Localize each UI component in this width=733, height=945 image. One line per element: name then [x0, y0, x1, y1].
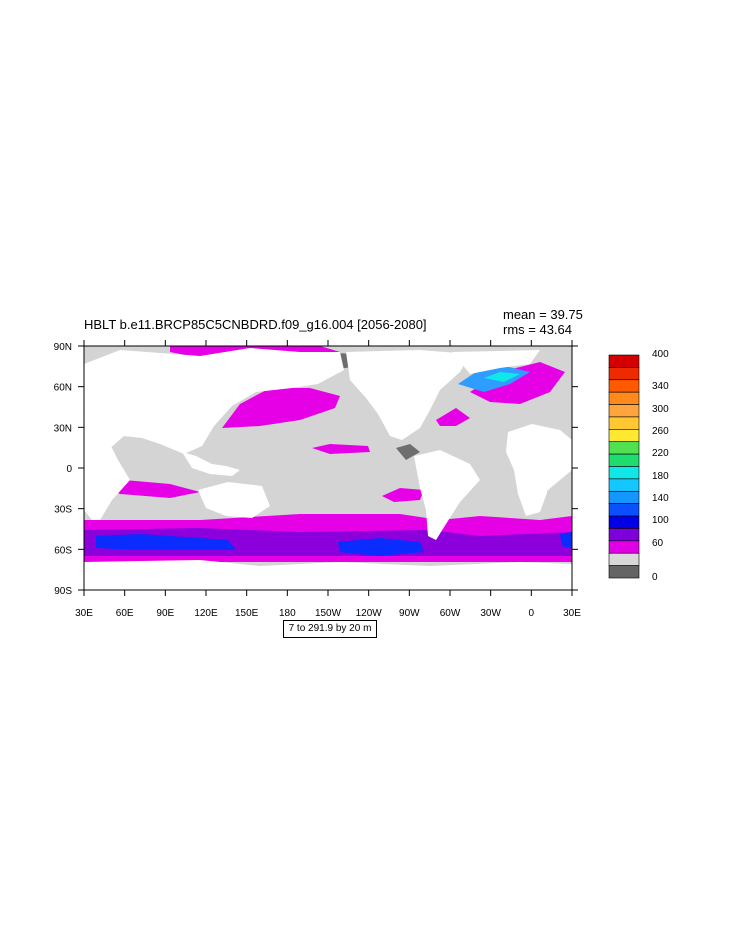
colorbar-label: 100: [652, 515, 669, 526]
colorbar-swatch: [608, 404, 640, 418]
subpolar-atlantic-band: [470, 362, 565, 404]
land-maritime-continent: [182, 452, 240, 476]
colorbar-swatch: [608, 466, 640, 480]
land-africa-east: [84, 412, 130, 520]
land-africa-west: [506, 424, 572, 516]
colorbar-label: 140: [652, 493, 669, 504]
colorbar-swatch: [608, 416, 640, 430]
colorbar-swatch: [608, 552, 640, 566]
x-tick-label: 150E: [235, 608, 259, 619]
y-tick-label: 60S: [54, 545, 72, 556]
rms-value: rms = 43.64: [503, 322, 573, 337]
x-tick-label: 120E: [194, 608, 218, 619]
land-greenland: [452, 350, 540, 374]
colorbar-swatch: [608, 379, 640, 393]
y-tick-label: 30N: [54, 423, 72, 434]
land-north-america: [346, 350, 470, 440]
colorbar-label: 180: [652, 471, 669, 482]
land-eurasia: [84, 348, 344, 454]
colorbar-label: 300: [652, 404, 669, 415]
x-axis: 30E 60E 90E 120E 150E 180 150W 120W 90W 60W 30W 0 30…: [75, 340, 581, 619]
map-field: [84, 346, 572, 590]
y-tick-label: 90N: [54, 342, 72, 353]
southern-ocean-deep-pacific: [338, 538, 424, 556]
x-tick-label: 180: [279, 608, 296, 619]
colorbar-label: 60: [652, 538, 664, 549]
x-tick-label: 0: [529, 608, 535, 619]
labrador-sea-core: [484, 372, 520, 382]
equatorial-pacific-band: [312, 444, 370, 454]
colorbar-swatch: [608, 528, 640, 542]
south-pacific-band: [382, 488, 424, 502]
contour-info-box: 7 to 291.9 by 20 m: [283, 620, 377, 638]
north-atlantic-band: [436, 408, 470, 426]
x-tick-label: 60W: [440, 608, 461, 619]
land-south-america: [414, 450, 480, 540]
colorbar-swatch: [608, 490, 640, 504]
land-masses: [84, 348, 572, 590]
southern-ocean-deep-atlantic: [560, 532, 572, 548]
x-tick-label: 90W: [399, 608, 420, 619]
colorbar-swatch: [608, 441, 640, 455]
x-tick-label: 30W: [480, 608, 501, 619]
y-tick-label: 0: [66, 464, 72, 475]
mean-value: mean = 39.75: [503, 307, 583, 322]
colorbar-swatch: [608, 503, 640, 517]
colorbar-label: 0: [652, 572, 658, 583]
colorbar-swatch: [608, 429, 640, 443]
land-australia: [198, 482, 270, 518]
y-axis: 90N 60N 30N 0 30S 60S 90S: [54, 342, 578, 597]
colorbar-swatch: [608, 453, 640, 467]
x-tick-label: 60E: [116, 608, 134, 619]
colorbar-label: 220: [652, 448, 669, 459]
colorbar-swatch: [608, 565, 640, 579]
colorbar-swatch: [608, 354, 640, 368]
y-tick-label: 30S: [54, 505, 72, 516]
low-hblt-patch-central-america: [396, 444, 420, 460]
colorbar: 400 340 300 260 220 180 140 100 60 0: [608, 349, 669, 583]
colorbar-label: 340: [652, 381, 669, 392]
y-tick-label: 60N: [54, 383, 72, 394]
x-tick-label: 120W: [356, 608, 383, 619]
colorbar-swatch: [608, 367, 640, 381]
colorbar-swatch: [608, 478, 640, 492]
plot-title: HBLT b.e11.BRCP85C5CNBDRD.f09_g16.004 [2…: [84, 317, 427, 332]
x-tick-label: 30E: [75, 608, 93, 619]
southern-ocean-deep-indian: [96, 534, 236, 550]
colorbar-label: 260: [652, 426, 669, 437]
indian-ocean-band: [104, 480, 200, 498]
x-tick-label: 30E: [563, 608, 581, 619]
colorbar-swatch: [608, 540, 640, 554]
land-antarctica: [84, 560, 572, 590]
colorbar-swatch: [608, 391, 640, 405]
x-tick-label: 150W: [315, 608, 342, 619]
north-pacific-band: [222, 388, 340, 428]
colorbar-swatch: [608, 515, 640, 529]
colorbar-label: 400: [652, 349, 669, 360]
x-tick-label: 90E: [156, 608, 174, 619]
y-tick-label: 90S: [54, 586, 72, 597]
